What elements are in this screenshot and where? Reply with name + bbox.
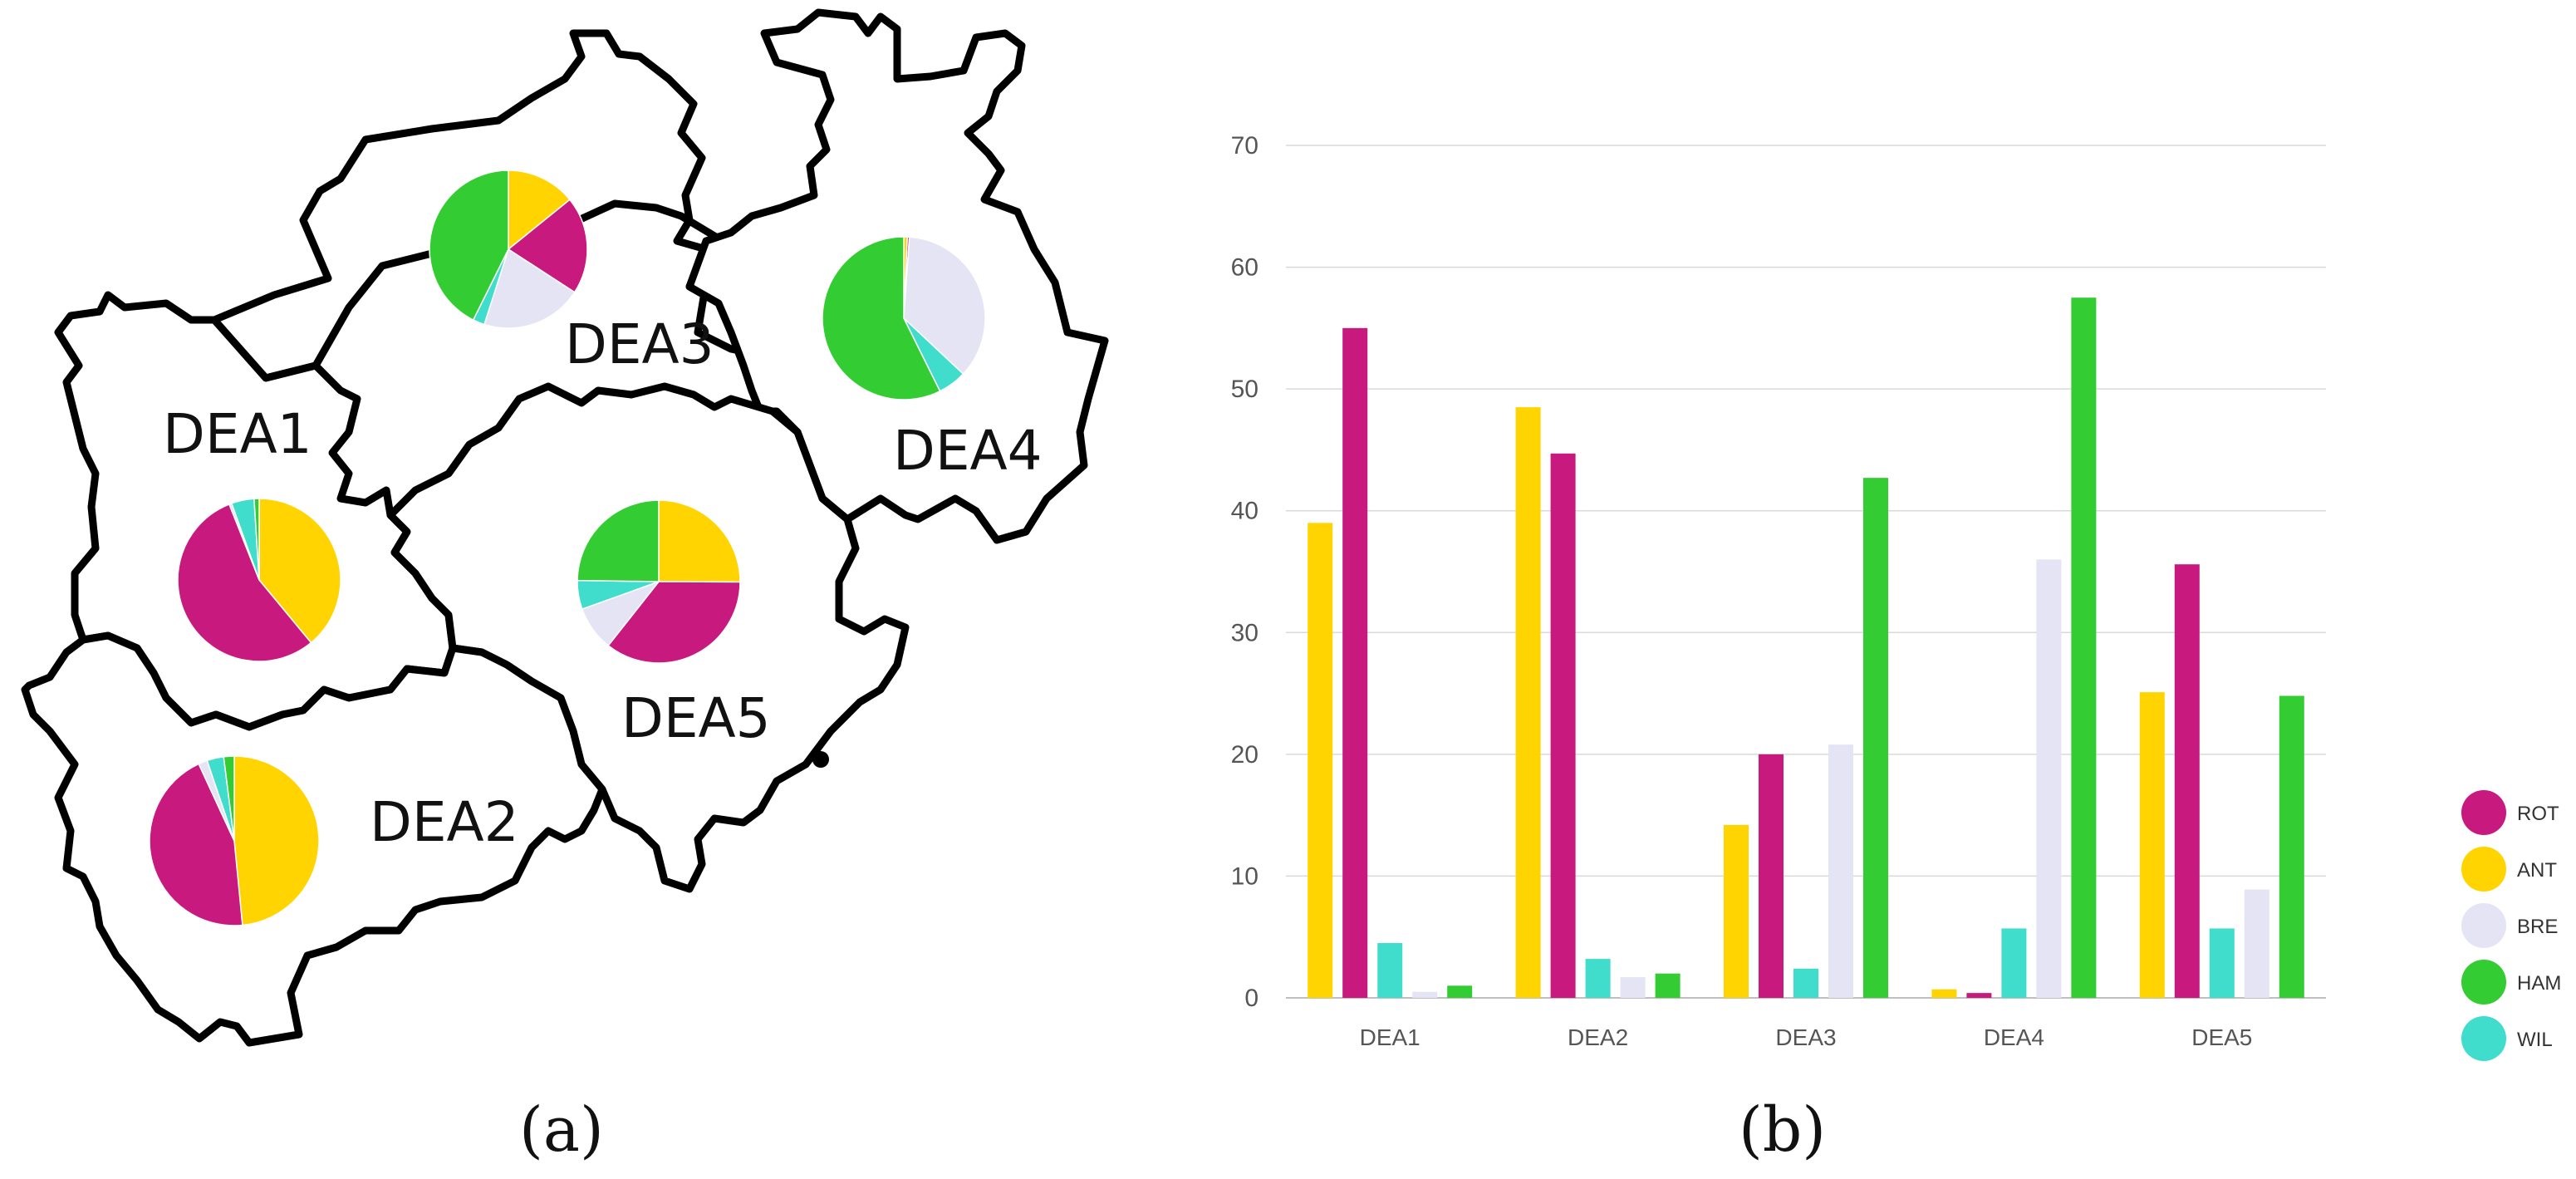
bar-dea1-rot [1342, 327, 1368, 998]
bar-dea4-ham [2071, 297, 2097, 998]
region-map: DEA1 DEA2 DEA3 DEA4 DEA5 (a) [21, 8, 1109, 1166]
legend-label-ant: ANT [2517, 859, 2557, 882]
y-tick-label: 20 [1231, 741, 1259, 769]
pie-slice-dea5-ham [577, 499, 660, 582]
region-label-dea5: DEA5 [621, 686, 771, 750]
bars [1308, 297, 2304, 999]
pie-slice-dea3-ant [508, 169, 571, 251]
bar-dea3-wil [1793, 968, 1818, 998]
bar-dea5-ham [2279, 695, 2304, 998]
y-tick-label: 50 [1231, 376, 1259, 403]
pie-slice-dea4-ham [822, 236, 941, 400]
pie-dea2 [149, 755, 320, 926]
pie-slice-dea3-rot [507, 199, 588, 293]
y-tick-label: 60 [1231, 254, 1259, 282]
x-category-label: DEA1 [1360, 1024, 1420, 1050]
pie-slice-dea2-ham [223, 755, 235, 842]
bar-dea5-bre [2244, 889, 2269, 998]
legend-swatch-wil [2461, 1016, 2506, 1061]
bar-dea2-wil [1585, 959, 1611, 998]
legend-swatch-ant [2461, 847, 2506, 892]
x-category-label: DEA4 [1984, 1024, 2044, 1050]
x-axis-categories: DEA1 DEA2 DEA3 DEA4 DEA5 [1360, 1024, 2253, 1050]
bar-dea2-ham [1655, 973, 1681, 998]
y-tick-label: 10 [1231, 862, 1259, 890]
pie-dea4 [822, 236, 986, 400]
pie-slice-dea3-ham [429, 169, 509, 322]
pie-slice-dea1-rot [177, 503, 312, 662]
legend-swatch-rot [2461, 790, 2506, 835]
bar-dea2-ant [1515, 407, 1541, 999]
x-category-label: DEA3 [1775, 1024, 1836, 1050]
y-tick-label: 0 [1244, 985, 1259, 1012]
legend-swatch-ham [2461, 960, 2506, 1005]
x-category-label: DEA2 [1568, 1024, 1628, 1050]
region-label-dea1: DEA1 [163, 402, 312, 466]
pie-slice-dea1-ant [258, 498, 341, 644]
y-axis-ticks: 0 10 20 30 40 50 60 70 [1231, 132, 1259, 1012]
bar-dea4-ant [1931, 989, 1957, 998]
bar-dea5-ant [2139, 692, 2165, 998]
bar-dea4-rot [1966, 993, 1992, 998]
legend-label-ham: HAM [2517, 972, 2561, 995]
panel-label-a: (a) [519, 1094, 604, 1166]
bar-dea3-ant [1724, 824, 1749, 998]
gridlines [1286, 145, 2326, 999]
bar-dea1-ant [1308, 523, 1333, 998]
bar-dea1-ham [1447, 985, 1473, 998]
legend: ROT ANT BRE HAM WIL [2461, 790, 2561, 1061]
pie-dea1 [177, 498, 341, 662]
panel-label-b: (b) [1739, 1094, 1826, 1166]
y-tick-label: 70 [1231, 132, 1259, 160]
bar-dea1-bre [1412, 991, 1438, 998]
pie-slice-dea5-rot [607, 581, 741, 664]
bar-dea5-rot [2174, 564, 2200, 998]
bar-dea2-rot [1550, 453, 1576, 998]
y-tick-label: 30 [1231, 619, 1259, 646]
bar-dea4-wil [2001, 928, 2027, 998]
pie-slice-dea2-ant [233, 755, 320, 926]
pie-slice-dea1-ham [253, 498, 260, 581]
region-label-dea3: DEA3 [565, 312, 714, 376]
bar-dea3-rot [1759, 754, 1784, 998]
bar-dea5-wil [2209, 928, 2235, 998]
bar-chart: 0 10 20 30 40 50 60 70 DEA1 DEA2 DEA3 DEA4 DEA5 ROT… [1231, 132, 2562, 1166]
map-dot-mark [812, 751, 829, 768]
legend-label-wil: WIL [2517, 1029, 2553, 1051]
pie-slice-dea5-ant [658, 499, 741, 583]
pie-slice-dea3-bre [483, 248, 576, 329]
bar-dea3-ham [1863, 478, 1888, 998]
pie-slice-dea2-rot [149, 763, 243, 926]
pie-dea3 [429, 169, 588, 329]
region-label-dea2: DEA2 [370, 790, 519, 854]
x-category-label: DEA5 [2191, 1024, 2252, 1050]
y-tick-label: 40 [1231, 498, 1259, 525]
legend-swatch-bre [2461, 903, 2506, 948]
bar-dea2-bre [1620, 977, 1646, 998]
bar-dea3-bre [1828, 744, 1853, 998]
legend-label-rot: ROT [2517, 803, 2559, 825]
bar-dea1-wil [1377, 943, 1403, 998]
bar-dea4-bre [2036, 559, 2062, 998]
legend-label-bre: BRE [2517, 916, 2558, 938]
pie-slice-dea4-bre [903, 236, 986, 376]
pie-dea5 [577, 499, 741, 664]
region-label-dea4: DEA4 [893, 419, 1043, 483]
